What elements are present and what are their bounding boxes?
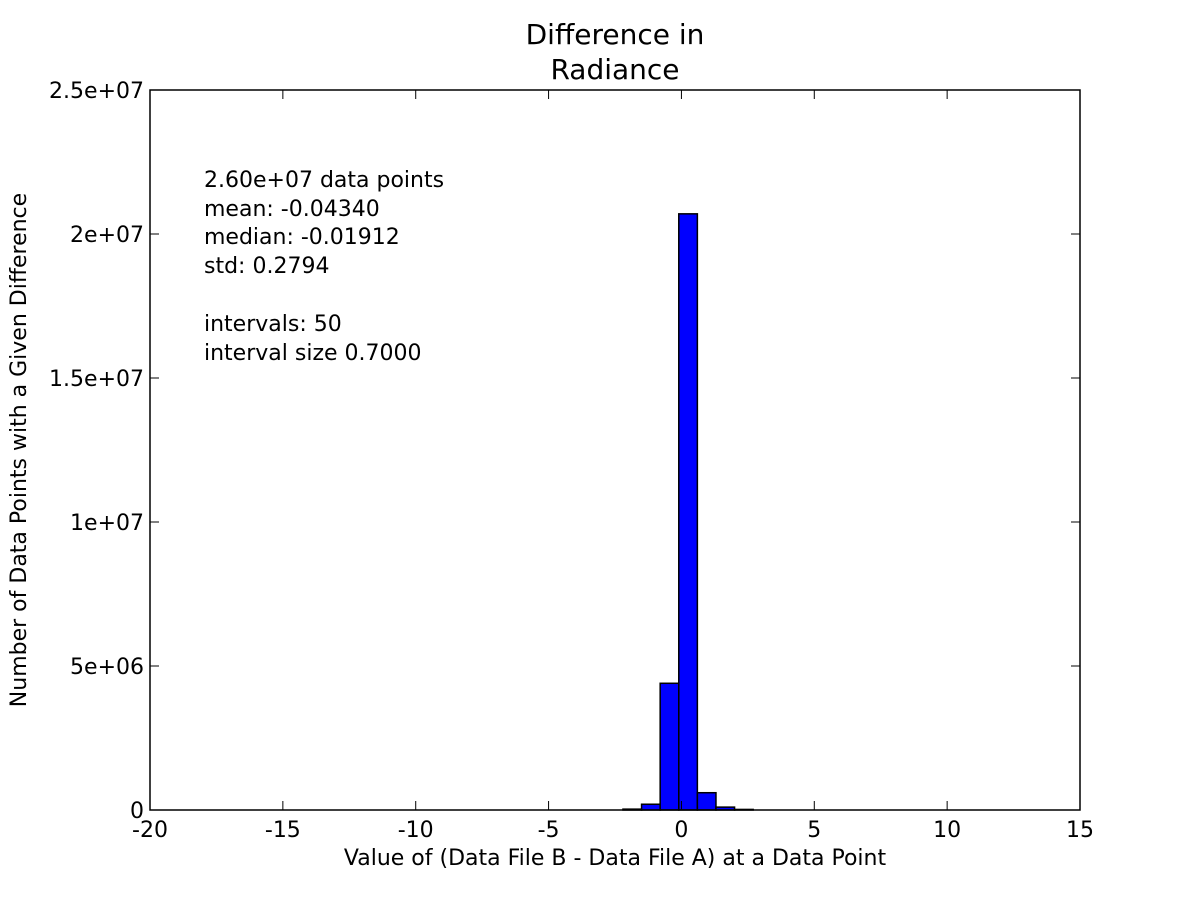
stats-line: mean: -0.04340 <box>204 197 380 222</box>
x-tick-label: 5 <box>807 818 821 843</box>
y-tick-label: 0 <box>130 799 144 824</box>
x-tick-label: -15 <box>265 818 301 843</box>
x-tick-label: 0 <box>674 818 688 843</box>
histogram-bar <box>659 682 680 811</box>
x-axis-label: Value of (Data File B - Data File A) at … <box>344 846 887 871</box>
plot-frame <box>149 89 1081 811</box>
x-tick-label: 15 <box>1066 818 1094 843</box>
x-tick-label: -20 <box>132 818 168 843</box>
y-tick-label: 1.5e+07 <box>49 367 144 392</box>
x-tick-label: -10 <box>398 818 434 843</box>
y-axis-label: Number of Data Points with a Given Diffe… <box>7 193 32 707</box>
bars-layer <box>622 213 754 811</box>
histogram-bar <box>640 803 661 811</box>
chart-title-line-2: Radiance <box>550 53 679 86</box>
y-tick-label: 5e+06 <box>70 655 144 680</box>
x-tick-label: -5 <box>538 818 560 843</box>
stats-line: 2.60e+07 data points <box>204 168 444 193</box>
ticks-layer: -20 -15 -10 -5 0 5 10 15 0 5e+06 1e+07 1.5e+07 2e+07… <box>49 79 1094 843</box>
y-tick-label: 2e+07 <box>70 223 144 248</box>
y-tick-label: 1e+07 <box>70 511 144 536</box>
stats-line: median: -0.01912 <box>204 225 400 250</box>
stats-line: interval size 0.7000 <box>204 341 422 366</box>
chart-title-line-1: Difference in <box>526 18 705 51</box>
x-tick-label: 10 <box>933 818 961 843</box>
histogram-bar <box>678 213 699 811</box>
stats-line: std: 0.2794 <box>204 254 329 279</box>
histogram-bar <box>696 791 717 811</box>
stats-annotation: 2.60e+07 data points mean: -0.04340 medi… <box>204 168 444 366</box>
stats-line: intervals: 50 <box>204 312 342 337</box>
y-tick-label: 2.5e+07 <box>49 79 144 104</box>
